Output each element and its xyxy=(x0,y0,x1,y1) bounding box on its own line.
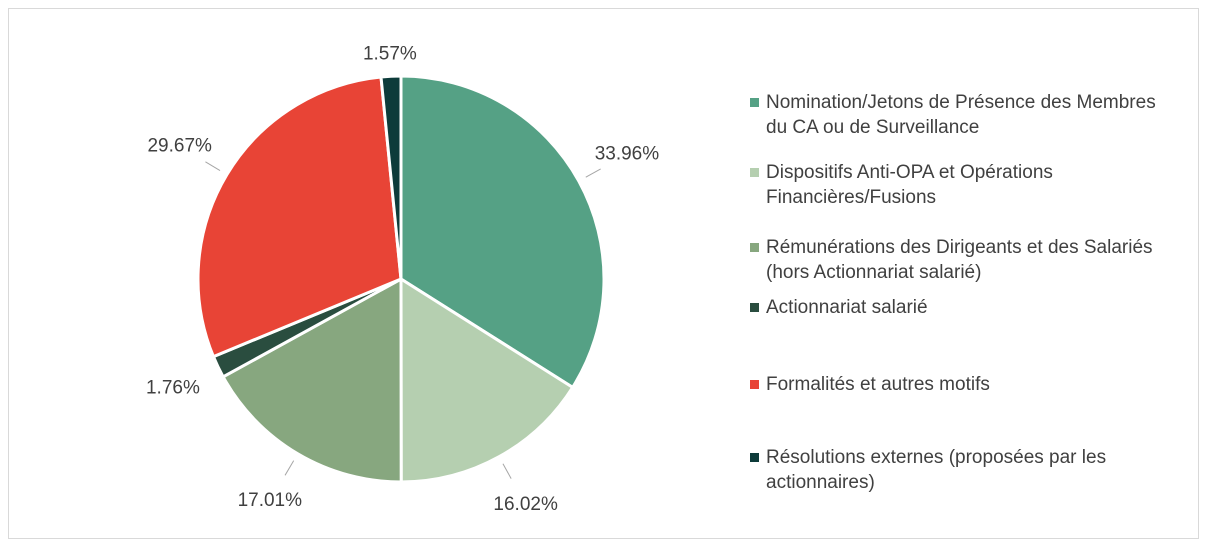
legend-item: Rémunérations des Dirigeants et des Sala… xyxy=(750,235,1160,285)
pie-slice xyxy=(379,74,403,280)
leader-line xyxy=(205,161,221,171)
legend-label: Dispositifs Anti-OPA et Opérations Finan… xyxy=(766,162,1053,208)
data-label: 29.67% xyxy=(147,135,212,156)
leader-line xyxy=(585,168,601,178)
legend-label: Résolutions externes (proposées par les … xyxy=(766,447,1107,493)
pie-slice xyxy=(221,276,403,484)
data-label: 17.01% xyxy=(238,490,303,511)
legend-swatch xyxy=(750,98,759,107)
legend-item: Nomination/Jetons de Présence des Membre… xyxy=(750,90,1160,140)
legend-label: Formalités et autres motifs xyxy=(766,374,990,395)
data-label: 1.76% xyxy=(146,378,200,399)
legend-item: Résolutions externes (proposées par les … xyxy=(750,445,1160,495)
legend-label: Rémunérations des Dirigeants et des Sala… xyxy=(766,237,1153,283)
pie-slice xyxy=(399,276,575,484)
legend-swatch xyxy=(750,380,759,389)
legend-label: Nomination/Jetons de Présence des Membre… xyxy=(766,92,1156,138)
legend-item: Dispositifs Anti-OPA et Opérations Finan… xyxy=(750,160,1160,210)
legend-item: Formalités et autres motifs xyxy=(750,372,1160,397)
legend-swatch xyxy=(750,168,759,177)
legend-swatch xyxy=(750,243,759,252)
legend-item: Actionnariat salarié xyxy=(750,295,1160,320)
data-label: 33.96% xyxy=(595,143,660,164)
legend-label: Actionnariat salarié xyxy=(766,297,928,318)
pie-slice xyxy=(196,75,403,359)
legend-swatch xyxy=(750,453,759,462)
leader-line xyxy=(284,460,295,476)
leader-line xyxy=(502,463,512,479)
legend-swatch xyxy=(750,303,759,312)
data-label: 1.57% xyxy=(363,43,417,64)
data-label: 16.02% xyxy=(493,494,558,515)
